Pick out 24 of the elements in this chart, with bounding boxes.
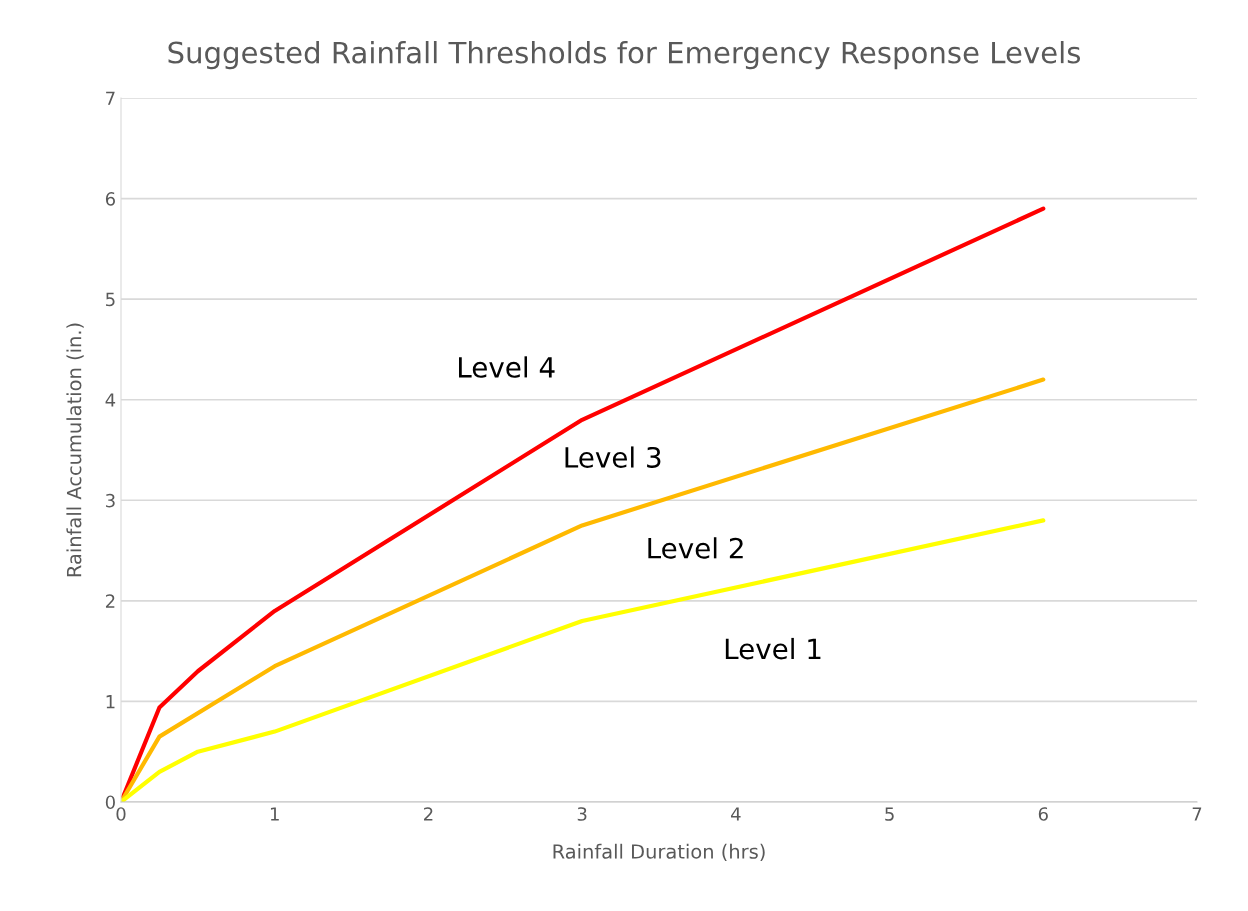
x-tick-label: 1 [270,807,279,821]
x-tick-label: 2 [424,807,433,821]
x-axis-title: Rainfall Duration (hrs) [553,843,765,862]
x-tick-label: 5 [885,807,894,821]
x-tick-label: 6 [1038,807,1048,821]
y-tick-label: 4 [105,393,116,407]
y-tick-label: 5 [106,292,115,307]
x-tick-label: 0 [116,807,126,821]
y-tick-label: 2 [105,594,115,608]
y-tick-label: 0 [105,795,115,810]
annotation: Level 1 [725,637,821,660]
y-tick-label: 6 [105,192,115,206]
line-series [121,518,1046,802]
annotation: Level 4 [459,356,555,378]
chart-title: Suggested Rainfall Thresholds for Emergency Response Levels [168,41,1081,70]
y-tick-label: 7 [106,91,115,105]
y-tick-label: 1 [106,695,115,709]
annotation: Level 2 [648,537,743,559]
x-tick-label: 7 [1192,807,1202,821]
annotation: Level 3 [565,446,661,468]
x-tick-label: 4 [731,807,741,821]
y-tick-label: 3 [106,493,115,508]
y-axis-title: Rainfall Accumulation (in.) [66,323,84,577]
x-tick-label: 3 [577,807,587,821]
